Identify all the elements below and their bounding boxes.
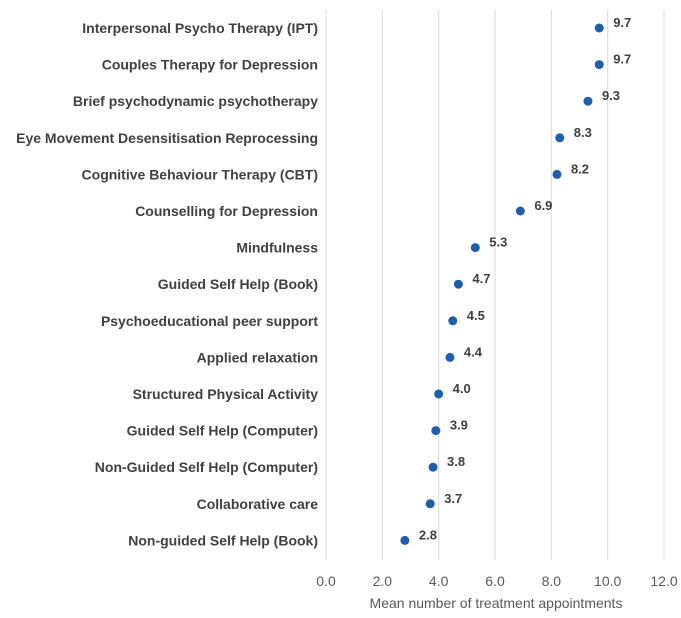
data-point xyxy=(515,206,525,216)
category-label: Brief psychodynamic psychotherapy xyxy=(73,93,318,109)
data-label: 4.5 xyxy=(467,308,485,323)
data-point xyxy=(594,23,604,33)
data-labels: 9.7 9.7 9.3 8.3 8.2 6.9 5.3 4.7 4.5 4.4 4.0 3.9 3.8 3… xyxy=(419,15,631,542)
category-label: Counselling for Depression xyxy=(135,203,318,219)
x-tick-label: 0.0 xyxy=(316,573,336,589)
category-label: Couples Therapy for Depression xyxy=(102,57,318,73)
data-label: 6.9 xyxy=(534,198,552,213)
category-label: Interpersonal Psycho Therapy (IPT) xyxy=(82,20,318,36)
data-point xyxy=(448,316,458,326)
data-label: 4.7 xyxy=(472,271,490,286)
data-label: 4.0 xyxy=(453,381,471,396)
x-tick-label: 2.0 xyxy=(373,573,393,589)
x-axis-title: Mean number of treatment appointments xyxy=(370,595,623,611)
category-label: Psychoeducational peer support xyxy=(101,313,318,329)
data-label: 9.7 xyxy=(613,52,631,67)
data-label: 3.8 xyxy=(447,454,465,469)
data-label: 5.3 xyxy=(489,235,507,250)
category-label: Mindfulness xyxy=(236,240,318,256)
data-label: 8.2 xyxy=(571,161,589,176)
gridlines xyxy=(325,10,665,560)
x-tick-label: 4.0 xyxy=(429,573,449,589)
data-label: 8.3 xyxy=(574,125,592,140)
data-point xyxy=(552,169,562,179)
data-point xyxy=(400,535,410,545)
data-label: 3.9 xyxy=(450,418,468,433)
category-label: Non-Guided Self Help (Computer) xyxy=(95,459,318,475)
x-tick-labels: 0.0 2.0 4.0 6.0 8.0 10.0 12.0 xyxy=(316,573,678,589)
data-points xyxy=(400,23,604,545)
data-point xyxy=(555,133,565,143)
data-point xyxy=(428,462,438,472)
data-point xyxy=(434,389,444,399)
category-label: Collaborative care xyxy=(197,496,319,512)
data-label: 9.7 xyxy=(613,15,631,30)
category-label: Applied relaxation xyxy=(197,349,318,365)
x-tick-label: 10.0 xyxy=(594,573,621,589)
data-point xyxy=(453,279,463,289)
data-point xyxy=(425,499,435,509)
data-label: 9.3 xyxy=(602,88,620,103)
category-label: Structured Physical Activity xyxy=(133,386,319,402)
data-point xyxy=(470,243,480,253)
data-point xyxy=(583,96,593,106)
x-tick-label: 8.0 xyxy=(542,573,562,589)
category-label: Cognitive Behaviour Therapy (CBT) xyxy=(82,166,318,182)
category-label: Guided Self Help (Book) xyxy=(158,276,318,292)
data-label: 2.8 xyxy=(419,527,437,542)
category-label: Guided Self Help (Computer) xyxy=(127,423,318,439)
x-tick-label: 12.0 xyxy=(650,573,677,589)
x-tick-label: 6.0 xyxy=(485,573,505,589)
data-point xyxy=(445,352,455,362)
category-label: Eye Movement Desensitisation Reprocessin… xyxy=(16,130,318,146)
data-point xyxy=(594,60,604,70)
category-labels: Interpersonal Psycho Therapy (IPT) Couple… xyxy=(16,20,318,548)
data-label: 4.4 xyxy=(464,344,483,359)
data-point xyxy=(431,426,441,436)
data-label: 3.7 xyxy=(444,491,462,506)
category-label: Non-guided Self Help (Book) xyxy=(128,532,318,548)
